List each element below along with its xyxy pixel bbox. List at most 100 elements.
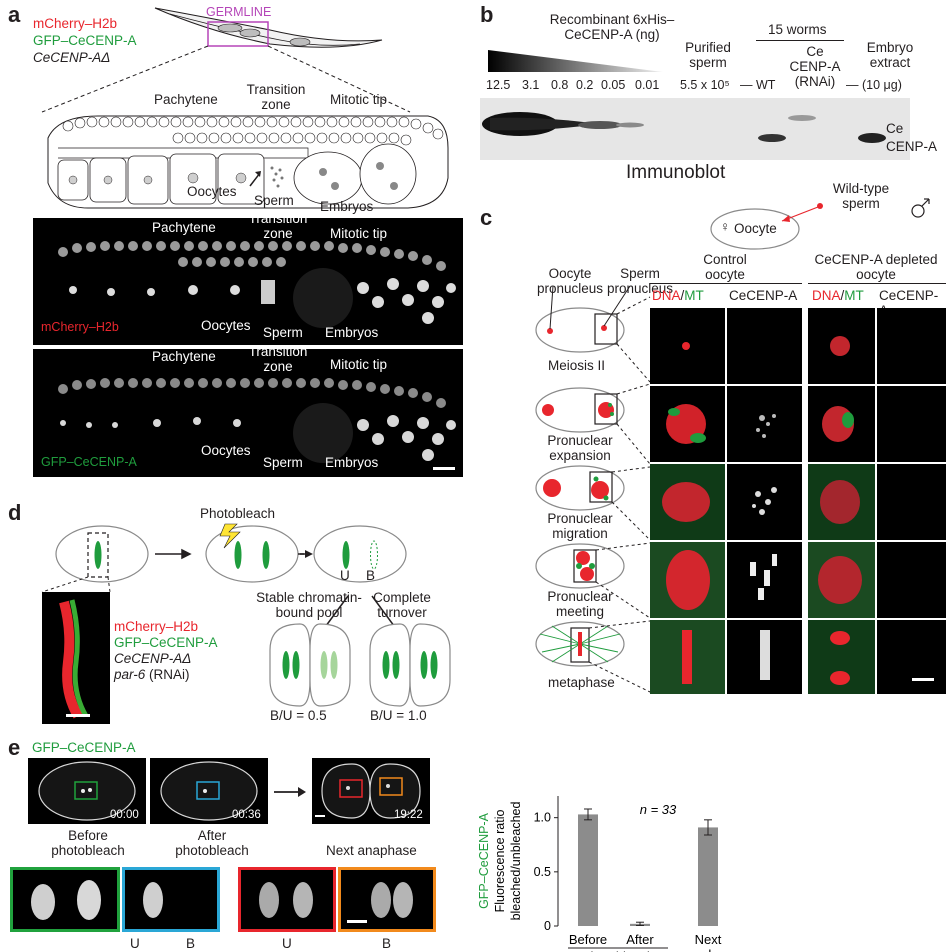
crop-before: [10, 867, 120, 932]
chromosome-zoom: [42, 592, 110, 724]
y-tick-label: 1.0: [534, 811, 551, 825]
female-symbol: ♀: [720, 219, 731, 234]
schematic-label-sperm: Sperm: [254, 193, 294, 208]
image1-label-embryos: Embryos: [325, 325, 379, 340]
control-rule: [650, 283, 802, 284]
lane-5: 0.05: [601, 78, 626, 92]
y-tick-label: 0: [544, 919, 551, 933]
panel-label-a: a: [8, 2, 21, 27]
panel-label-e: e: [8, 735, 21, 760]
schematic-label-embryos: Embryos: [320, 199, 374, 214]
photobleach-label: Photobleach: [200, 506, 276, 521]
band-label: Ce CENP-A: [886, 121, 938, 154]
lane-2: 3.1: [522, 78, 540, 92]
legend-mcherry: mCherry–H2b: [33, 16, 118, 31]
d-legend-par6: par-6 (RNAi): [114, 667, 190, 682]
embryo-extract-label: Embryo extract: [866, 40, 914, 70]
purified-sperm-label: Purified sperm: [685, 40, 731, 70]
depleted-channel-label: DNA/MT: [812, 288, 864, 303]
gradient-wedge: [488, 50, 663, 72]
micrograph-gfp-cenpa: Pachytene Transition zone Mitotic tip GF…: [33, 344, 463, 477]
e-title: GFP–CeCENP-A: [32, 740, 136, 755]
immunoblot-image: [480, 98, 910, 160]
worm-illustration: [154, 7, 383, 48]
lane-10: (10 μg): [862, 78, 902, 92]
group-label: Photobleach: [582, 949, 654, 952]
legend-delta: CeCENP-AΔ: [33, 50, 111, 65]
dash-2: —: [846, 78, 859, 92]
image1-label-oocytes: Oocytes: [201, 318, 251, 333]
control-cenp-label: CeCENP-A: [729, 288, 798, 303]
b-label: B: [366, 568, 376, 583]
embryo-image-before: 00:00: [28, 758, 146, 824]
crop-label-u1: U: [130, 936, 140, 951]
y-axis-title-2: bleached/unbleached: [509, 802, 523, 921]
schematic-label-mitotic-tip: Mitotic tip: [330, 92, 388, 107]
x-label-anaphase-2: anaphase: [679, 947, 736, 952]
stage-metaphase: metaphase: [548, 675, 615, 690]
embryo-image-anaphase: 19:22: [312, 758, 430, 824]
lane-1: 12.5: [486, 78, 511, 92]
panel-label-d: d: [8, 500, 22, 525]
d-legend-delta: CeCENP-AΔ: [114, 651, 192, 666]
photobleach-diagram: [41, 523, 451, 707]
wildtype-sperm-label: Wild-type sperm: [832, 181, 890, 211]
ratio2-label: B/U = 1.0: [370, 708, 427, 723]
n-label: n = 33: [640, 802, 677, 817]
sperm-pronucleus-label: Sperm pronucleus: [606, 266, 674, 296]
oocyte-pronucleus-label: Oocyte pronucleus: [536, 266, 604, 296]
y-axis-title-1: Fluorescence ratio: [493, 810, 507, 913]
lane-8: WT: [756, 78, 776, 92]
bar: [578, 814, 598, 926]
schematic-label-transition: Transition zone: [246, 82, 306, 112]
complete-turnover-label: Complete turnover: [373, 590, 431, 620]
pronuclear-schematics: [535, 307, 625, 667]
bar: [698, 827, 718, 926]
y-axis-title-gfp: GFP–CeCENP-A: [477, 812, 491, 909]
depleted-image-grid: [808, 308, 946, 694]
caption-after: After photobleach: [175, 828, 249, 858]
crop-label-b2: B: [382, 936, 392, 951]
caption-before: Before photobleach: [51, 828, 125, 858]
blot-title: Immunoblot: [626, 162, 726, 183]
crop-after: [122, 867, 220, 932]
image1-label-pachytene: Pachytene: [152, 220, 216, 235]
panel-label-c: c: [480, 205, 493, 230]
image2-label-pachytene: Pachytene: [152, 349, 216, 364]
y-tick-label: 0.5: [534, 865, 551, 879]
germline-label: GERMLINE: [206, 5, 272, 19]
lane-7: 5.5 x 10⁵: [680, 78, 730, 92]
u-label: U: [340, 568, 350, 583]
caption-anaphase: Next anaphase: [326, 843, 417, 858]
zoom-lines: [41, 45, 411, 113]
x-label-anaphase-1: Next: [695, 932, 722, 947]
panel-label-b: b: [480, 2, 494, 27]
image1-label-transition: Transition zone: [248, 211, 308, 241]
embryo-image-after: 00:36: [150, 758, 268, 824]
d-legend-gfp: GFP–CeCENP-A: [114, 635, 218, 650]
d-legend-mcherry: mCherry–H2b: [114, 619, 199, 634]
image2-label-embryos: Embryos: [325, 455, 379, 470]
image1-channel-label: mCherry–H2b: [41, 320, 119, 334]
time-anaphase: 19:22: [394, 809, 423, 821]
worms-rule: [756, 40, 844, 41]
stable-pool-label: Stable chromatin-bound pool: [256, 590, 362, 620]
crop-anaphase-b: [338, 867, 436, 932]
recombinant-label: Recombinant 6xHis–CeCENP-A (ng): [549, 12, 675, 42]
lane-3: 0.8: [551, 78, 569, 92]
worms-label: 15 worms: [768, 22, 827, 37]
x-label-before: Before: [569, 932, 607, 947]
time-after: 00:36: [232, 809, 261, 821]
crop-label-b1: B: [186, 936, 196, 951]
stage-meeting: Pronuclear meeting: [547, 589, 613, 619]
oocyte-label: Oocyte: [734, 221, 777, 236]
image2-label-oocytes: Oocytes: [201, 443, 251, 458]
image2-label-sperm: Sperm: [263, 455, 303, 470]
ratio1-label: B/U = 0.5: [270, 708, 327, 723]
lane-6: 0.01: [635, 78, 660, 92]
schematic-label-pachytene: Pachytene: [154, 92, 218, 107]
crop-label-u2: U: [282, 936, 292, 951]
stage-meiosis: Meiosis II: [548, 358, 606, 373]
